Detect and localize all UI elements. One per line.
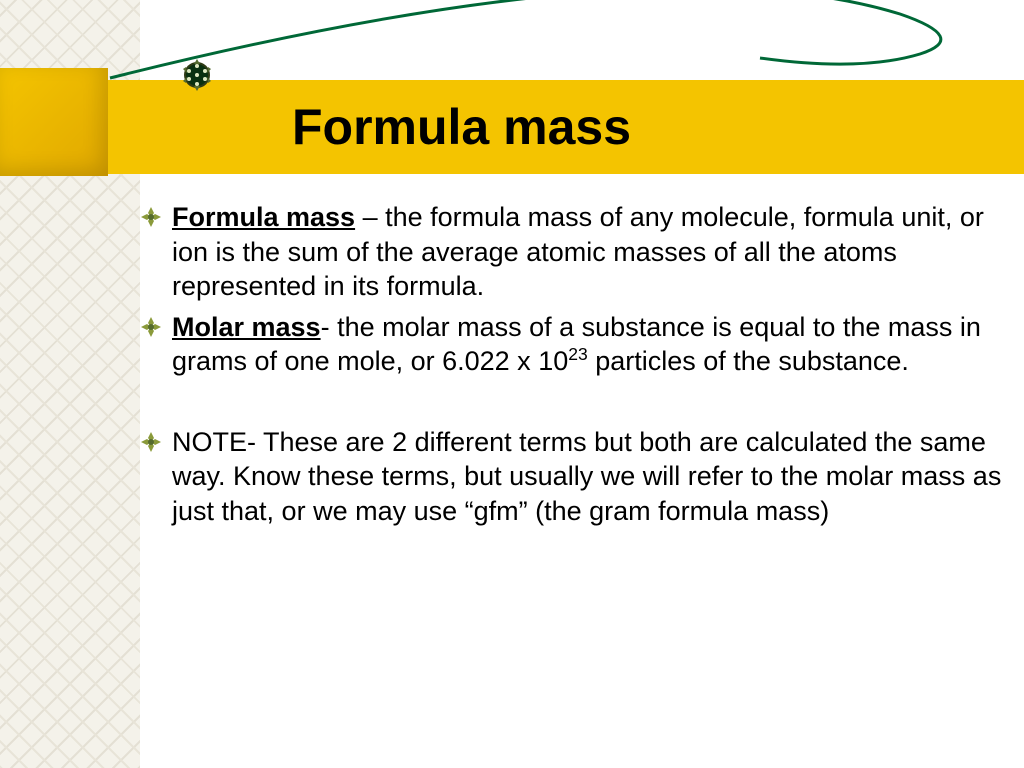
spacer xyxy=(140,385,1004,425)
swoosh-decoration xyxy=(100,0,980,90)
sidebar-gold-square xyxy=(0,68,108,176)
bullet-item: Formula mass – the formula mass of any m… xyxy=(140,200,1004,304)
term-formula-mass: Formula mass xyxy=(172,202,355,232)
bullet-text: Formula mass – the formula mass of any m… xyxy=(172,200,1004,304)
exponent: 23 xyxy=(568,344,588,364)
bullet-item: Molar mass- the molar mass of a substanc… xyxy=(140,310,1004,379)
bullet-text: Molar mass- the molar mass of a substanc… xyxy=(172,310,1004,379)
definition-post: particles of the substance. xyxy=(588,346,909,376)
flower-bullet-icon xyxy=(140,206,162,228)
bullet-item: NOTE- These are 2 different terms but bo… xyxy=(140,425,1004,529)
flower-bullet-icon xyxy=(140,431,162,453)
note-text: NOTE- These are 2 different terms but bo… xyxy=(172,425,1004,529)
flower-bullet-icon xyxy=(140,316,162,338)
term-molar-mass: Molar mass xyxy=(172,312,321,342)
title-bar: Formula mass xyxy=(108,80,1024,174)
slide-title: Formula mass xyxy=(292,98,631,156)
content-area: Formula mass – the formula mass of any m… xyxy=(140,200,1004,534)
title-bullet-ornament xyxy=(178,56,216,99)
